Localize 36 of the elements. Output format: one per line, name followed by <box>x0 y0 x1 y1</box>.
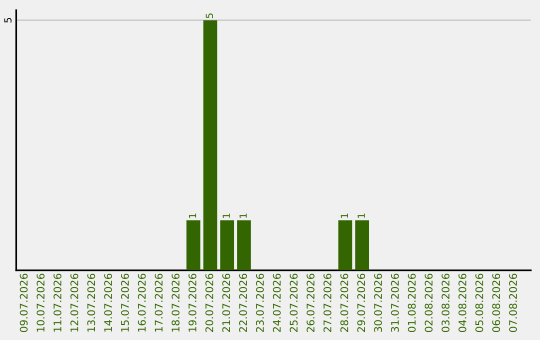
data-label: 5 <box>206 13 214 18</box>
x-tick-label: 28.07.2026 <box>340 274 348 332</box>
x-tick-label: 16.07.2026 <box>138 274 146 332</box>
data-label: 1 <box>240 214 247 218</box>
x-tick-label: 17.07.2026 <box>154 274 163 332</box>
x-tick-label: 19.07.2026 <box>188 274 196 332</box>
x-tick-label: 11.07.2026 <box>54 274 62 332</box>
x-tick-label: 21.07.2026 <box>222 274 230 332</box>
x-tick-label: 30.07.2026 <box>374 274 382 332</box>
x-tick-label: 04.08.2026 <box>458 274 466 332</box>
data-label: 1 <box>340 214 348 218</box>
x-tick-label: 06.08.2026 <box>492 274 500 332</box>
x-tick-label: 24.07.2026 <box>272 274 281 332</box>
x-tick-label: 29.07.2026 <box>357 274 366 332</box>
x-tick-label: 15.07.2026 <box>121 274 129 332</box>
data-label: 1 <box>358 214 365 218</box>
x-tick-label: 10.07.2026 <box>36 274 45 332</box>
x-tick-label: 02.08.2026 <box>424 274 433 332</box>
data-label: 1 <box>188 214 196 218</box>
data-label: 1 <box>222 214 230 218</box>
x-tick-label: 09.07.2026 <box>20 274 28 332</box>
x-tick-label: 05.08.2026 <box>475 274 484 332</box>
x-tick-label: 03.08.2026 <box>442 274 450 332</box>
x-tick-label: 01.08.2026 <box>408 274 416 332</box>
x-tick-label: 25.07.2026 <box>290 274 298 332</box>
x-tick-label: 07.08.2026 <box>509 274 517 332</box>
x-tick-label: 26.07.2026 <box>306 274 314 332</box>
x-tick-label: 14.07.2026 <box>104 274 112 332</box>
x-tick-label: 22.07.2026 <box>239 274 248 332</box>
x-tick-label: 18.07.2026 <box>172 274 180 332</box>
x-tick-label: 20.07.2026 <box>205 274 214 332</box>
x-tick-label: 12.07.2026 <box>70 274 78 332</box>
x-tick-label: 31.07.2026 <box>390 274 399 332</box>
x-tick-label: 13.07.2026 <box>87 274 96 332</box>
x-tick-label: 27.07.2026 <box>323 274 332 332</box>
x-tick-label: 23.07.2026 <box>256 274 264 332</box>
